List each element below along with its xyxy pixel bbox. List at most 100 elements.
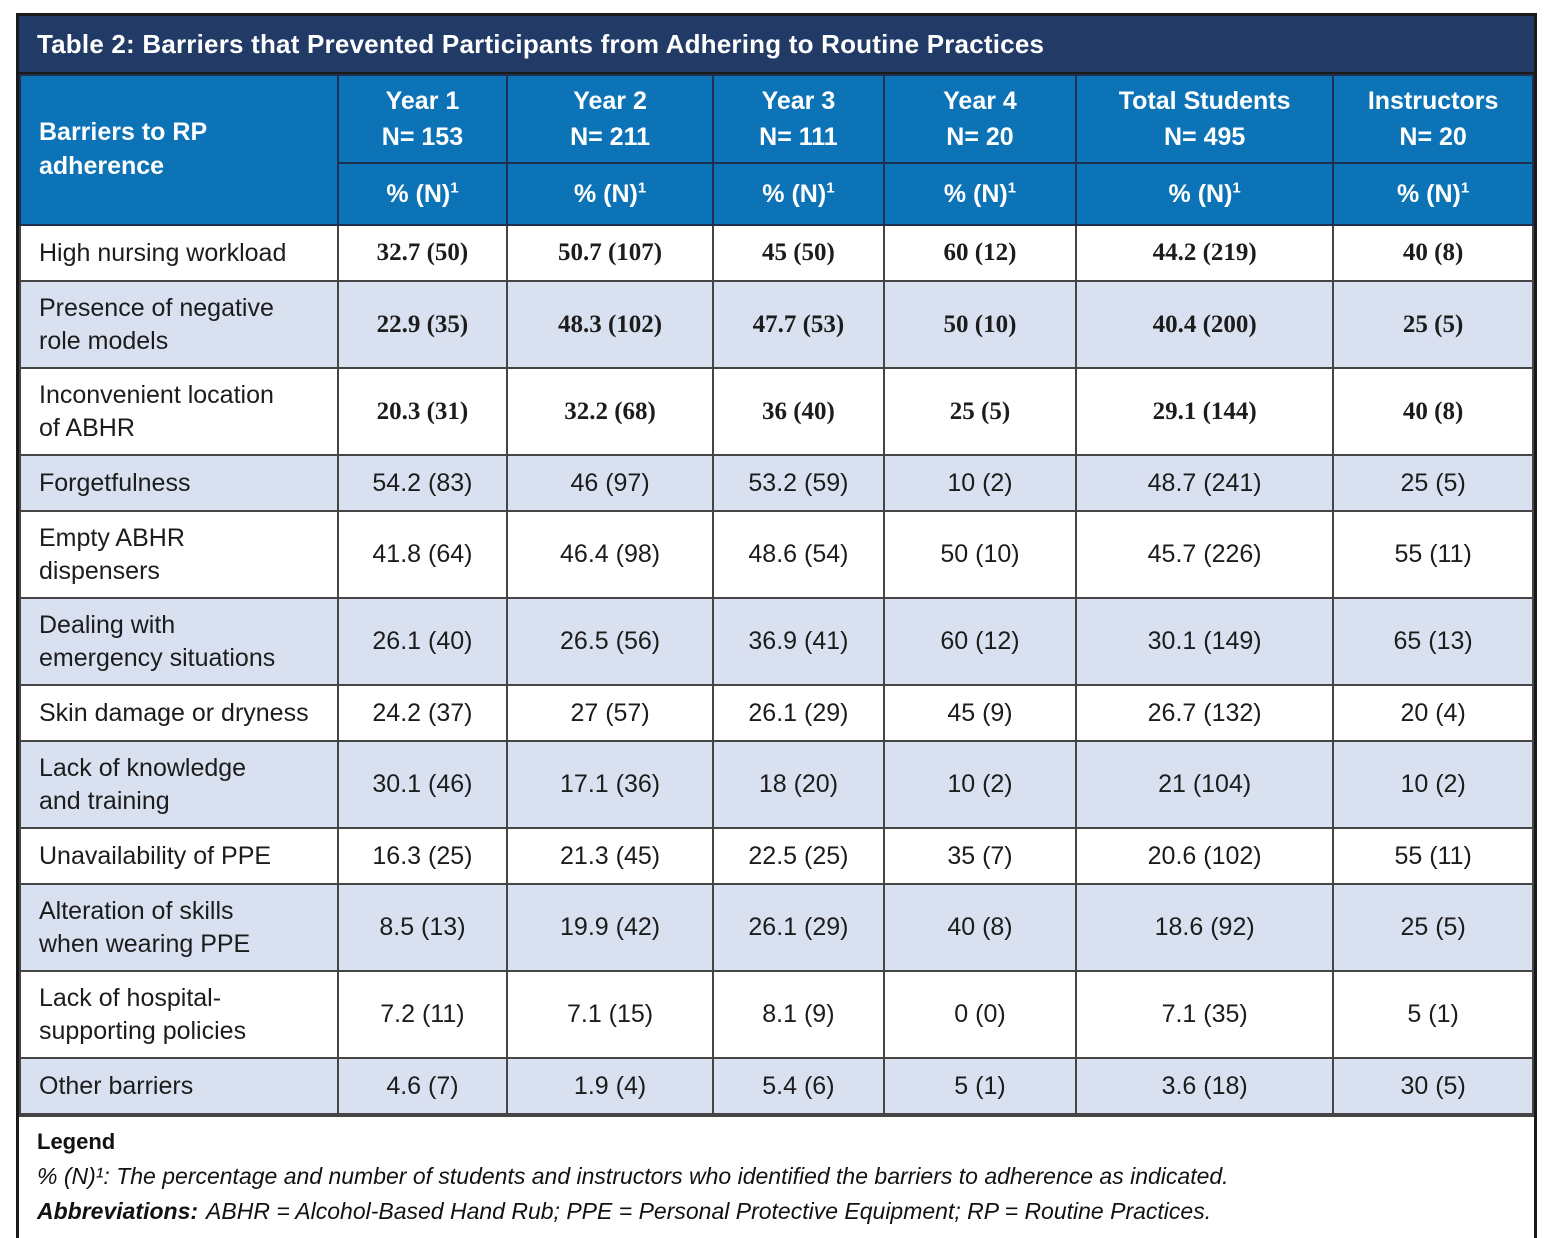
- value-cell: 7.1 (35): [1075, 970, 1335, 1059]
- value-cell: 7.1 (15): [506, 970, 714, 1059]
- value-cell: 35 (7): [882, 827, 1078, 885]
- value-cell: 8.5 (13): [336, 883, 509, 972]
- barrier-label: Lack of hospital- supporting policies: [19, 970, 339, 1059]
- measure-header-1: % (N)1: [336, 162, 509, 226]
- legend-heading: Legend: [37, 1129, 116, 1154]
- value-cell: 50 (10): [882, 510, 1078, 599]
- measure-label: % (N): [762, 179, 827, 208]
- value-cell: 30.1 (46): [336, 740, 509, 829]
- measure-label: % (N): [1168, 179, 1233, 208]
- measure-footnote-marker: 1: [1007, 179, 1017, 197]
- barrier-label: Empty ABHR dispensers: [19, 510, 339, 599]
- value-cell: 21.3 (45): [506, 827, 714, 885]
- value-cell: 65 (13): [1332, 597, 1534, 686]
- measure-footnote-marker: 1: [826, 179, 835, 197]
- value-cell: 36.9 (41): [711, 597, 885, 686]
- table-row: Alteration of skills when wearing PPE 8.5…: [19, 883, 1534, 972]
- header-row-measure: % (N)1% (N)1% (N)1% (N)1% (N)1% (N)1: [20, 162, 1534, 226]
- value-cell: 18 (20): [711, 740, 885, 829]
- value-cell: 50 (10): [882, 280, 1078, 369]
- table-header: Barriers to RP adherence Year 1 N= 153 Ye…: [19, 74, 1534, 226]
- barrier-label: Presence of negative role models: [19, 280, 339, 369]
- barriers-table: Barriers to RP adherence Year 1 N= 153 Ye…: [19, 74, 1534, 1115]
- barrier-label: Other barriers: [19, 1057, 339, 1115]
- column-header-year-3: Year 3 N= 111: [711, 74, 885, 164]
- table-row: Presence of negative role models 22.9 (35…: [19, 280, 1534, 369]
- column-header-total-students: Total Students N= 495: [1075, 74, 1335, 164]
- measure-header-4: % (N)1: [882, 162, 1078, 226]
- row-header-barriers-to-rp-adherence: Barriers to RP adherence: [19, 74, 339, 226]
- value-cell: 46 (97): [506, 454, 714, 512]
- value-cell: 55 (11): [1332, 827, 1534, 885]
- barrier-label: Dealing with emergency situations: [19, 597, 339, 686]
- value-cell: 4.6 (7): [336, 1057, 509, 1115]
- value-cell: 10 (2): [882, 454, 1078, 512]
- value-cell: 5 (1): [1332, 970, 1534, 1059]
- value-cell: 29.1 (144): [1075, 367, 1335, 456]
- value-cell: 19.9 (42): [506, 883, 714, 972]
- measure-footnote-marker: 1: [637, 179, 647, 197]
- value-cell: 26.7 (132): [1075, 684, 1335, 742]
- measure-header-2: % (N)1: [506, 162, 714, 226]
- value-cell: 8.1 (9): [711, 970, 885, 1059]
- value-cell: 3.6 (18): [1075, 1057, 1335, 1115]
- value-cell: 47.7 (53): [711, 280, 885, 369]
- value-cell: 21 (104): [1075, 740, 1335, 829]
- abbreviations-text: ABHR = Alcohol-Based Hand Rub; PPE = Per…: [206, 1198, 1212, 1224]
- value-cell: 0 (0): [882, 970, 1078, 1059]
- value-cell: 48.3 (102): [506, 280, 714, 369]
- value-cell: 46.4 (98): [506, 510, 714, 599]
- value-cell: 40 (8): [1332, 224, 1534, 282]
- measure-footnote-marker: 1: [450, 179, 459, 197]
- legend-abbreviations: Abbreviations: ABHR = Alcohol-Based Hand …: [37, 1198, 1516, 1225]
- value-cell: 40 (8): [882, 883, 1078, 972]
- value-cell: 30.1 (149): [1075, 597, 1335, 686]
- value-cell: 45 (50): [711, 224, 885, 282]
- measure-header-3: % (N)1: [711, 162, 885, 226]
- value-cell: 20.3 (31): [336, 367, 509, 456]
- header-row-groups: Barriers to RP adherence Year 1 N= 153 Ye…: [19, 74, 1534, 226]
- table-row: Other barriers 4.6 (7) 1.9 (4) 5.4 (6) 5 (1)…: [19, 1057, 1534, 1115]
- value-cell: 32.2 (68): [506, 367, 714, 456]
- value-cell: 50.7 (107): [506, 224, 714, 282]
- table-row: Skin damage or dryness 24.2 (37) 27 (57) 26…: [19, 684, 1534, 742]
- value-cell: 30 (5): [1332, 1057, 1534, 1115]
- value-cell: 25 (5): [1332, 280, 1534, 369]
- value-cell: 54.2 (83): [336, 454, 509, 512]
- barrier-label: Unavailability of PPE: [19, 827, 339, 885]
- measure-header-6: % (N)1: [1332, 162, 1534, 226]
- value-cell: 55 (11): [1332, 510, 1534, 599]
- value-cell: 32.7 (50): [336, 224, 509, 282]
- measure-label: % (N): [1397, 179, 1461, 208]
- value-cell: 48.7 (241): [1075, 454, 1335, 512]
- value-cell: 22.9 (35): [336, 280, 509, 369]
- barrier-label: Lack of knowledge and training: [19, 740, 339, 829]
- table-row: Inconvenient location of ABHR 20.3 (31) 32…: [19, 367, 1534, 456]
- column-header-year-1: Year 1 N= 153: [336, 74, 509, 164]
- measure-label: % (N): [386, 179, 451, 208]
- table-row: Unavailability of PPE 16.3 (25) 21.3 (45) 2…: [19, 827, 1534, 885]
- value-cell: 36 (40): [711, 367, 885, 456]
- barrier-label: Alteration of skills when wearing PPE: [19, 883, 339, 972]
- value-cell: 17.1 (36): [506, 740, 714, 829]
- table-row: Forgetfulness 54.2 (83) 46 (97) 53.2 (59) 10…: [19, 454, 1534, 512]
- value-cell: 18.6 (92): [1075, 883, 1335, 972]
- table-row: High nursing workload 32.7 (50) 50.7 (107)…: [19, 224, 1534, 282]
- table-2-container: Table 2: Barriers that Prevented Partici…: [16, 13, 1537, 1238]
- barrier-label: High nursing workload: [19, 224, 339, 282]
- value-cell: 5.4 (6): [711, 1057, 885, 1115]
- value-cell: 60 (12): [882, 224, 1078, 282]
- measure-label: % (N): [573, 179, 638, 208]
- value-cell: 20.6 (102): [1075, 827, 1335, 885]
- table-body: High nursing workload 32.7 (50) 50.7 (107)…: [19, 224, 1534, 1115]
- value-cell: 24.2 (37): [336, 684, 509, 742]
- value-cell: 41.8 (64): [336, 510, 509, 599]
- measure-header-5: % (N)1: [1075, 162, 1335, 226]
- table-row: Dealing with emergency situations 26.1 (4…: [19, 597, 1534, 686]
- value-cell: 5 (1): [882, 1057, 1078, 1115]
- table-title: Table 2: Barriers that Prevented Partici…: [19, 16, 1534, 74]
- value-cell: 22.5 (25): [711, 827, 885, 885]
- value-cell: 45.7 (226): [1075, 510, 1335, 599]
- value-cell: 16.3 (25): [336, 827, 509, 885]
